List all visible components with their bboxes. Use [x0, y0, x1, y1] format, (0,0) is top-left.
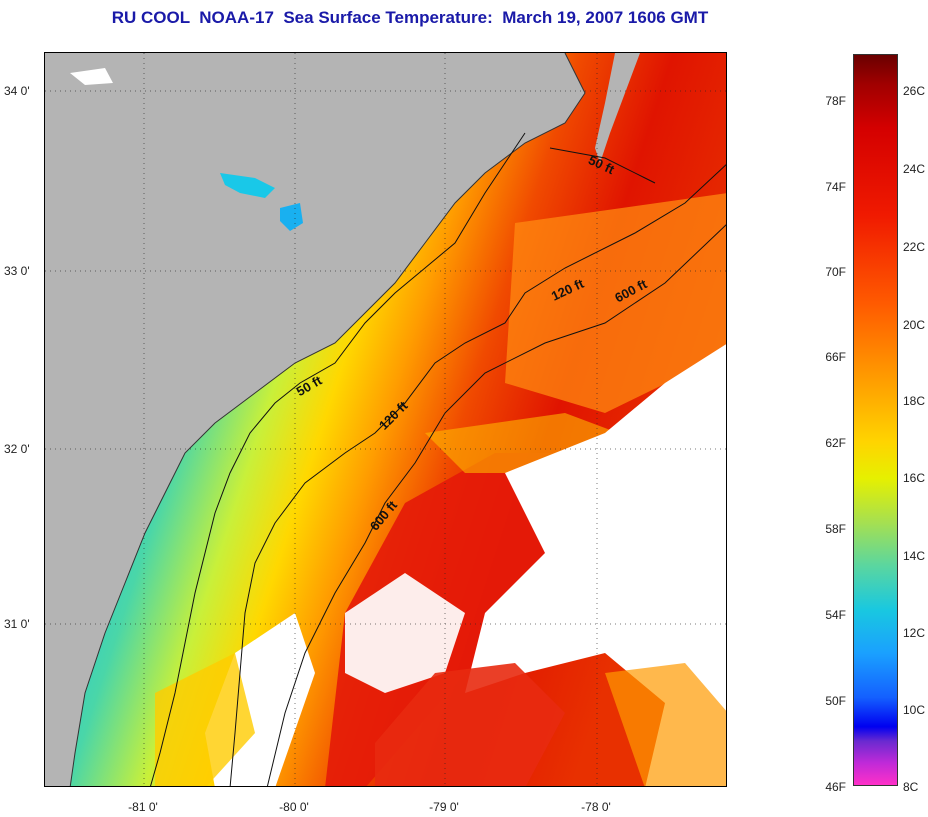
colorbar-label-fahrenheit: 66F: [825, 350, 846, 364]
colorbar-label-celsius: 18C: [903, 394, 926, 408]
colorbar-label-fahrenheit: 46F: [825, 780, 846, 794]
warm-band: [505, 193, 726, 413]
isobath-120ft: [229, 164, 726, 786]
colorbar-label-fahrenheit: 70F: [825, 265, 846, 279]
colorbar-label-celsius: 12C: [903, 626, 926, 640]
orange-patch-southeast: [605, 663, 726, 786]
isobath-600ft: [266, 224, 726, 786]
red-patch-south: [375, 663, 565, 786]
colorbar-label-celsius: 16C: [903, 471, 926, 485]
sst-map-canvas: 50 ft 50 ft 120 ft 120 ft 600 ft 600 ft: [45, 53, 726, 786]
colorbar-label-fahrenheit: 54F: [825, 608, 846, 622]
colorbar-label-celsius: 26C: [903, 84, 926, 98]
temperature-colorbar: [853, 54, 898, 786]
inland-lake: [220, 173, 275, 198]
lon-tick-label: -80 0': [279, 800, 309, 814]
isobath-50ft: [150, 132, 656, 786]
barrier-island: [595, 53, 640, 163]
cloud-mask-central: [345, 573, 465, 693]
lat-tick-label: 34 0': [4, 84, 30, 98]
colorbar-label-fahrenheit: 50F: [825, 694, 846, 708]
map-title: RU COOL NOAA-17 Sea Surface Temperature:…: [111, 8, 709, 27]
inland-lake: [280, 203, 303, 231]
colorbar-label-celsius: 20C: [903, 318, 926, 332]
colorbar-label-celsius: 10C: [903, 703, 926, 717]
lat-tick-label: 31 0': [4, 617, 30, 631]
land-mass: [45, 53, 585, 786]
colorbar-label-fahrenheit: 78F: [825, 94, 846, 108]
lat-tick-label: 32 0': [4, 442, 30, 456]
colorbar-label-celsius: 14C: [903, 549, 926, 563]
colorbar-label-celsius: 8C: [903, 780, 919, 794]
colorbar-label-fahrenheit: 58F: [825, 522, 846, 536]
lon-tick-label: -81 0': [128, 800, 158, 814]
colorbar-label-celsius: 22C: [903, 240, 926, 254]
lat-tick-label: 33 0': [4, 264, 30, 278]
inland-lake: [70, 68, 113, 85]
colorbar-label-fahrenheit: 74F: [825, 180, 846, 194]
colorbar-label-celsius: 24C: [903, 162, 926, 176]
sst-map[interactable]: 50 ft 50 ft 120 ft 120 ft 600 ft 600 ft: [44, 52, 727, 787]
colorbar-label-fahrenheit: 62F: [825, 436, 846, 450]
lon-tick-label: -79 0': [429, 800, 459, 814]
lon-tick-label: -78 0': [581, 800, 611, 814]
yellow-patch-southwest: [155, 653, 255, 786]
